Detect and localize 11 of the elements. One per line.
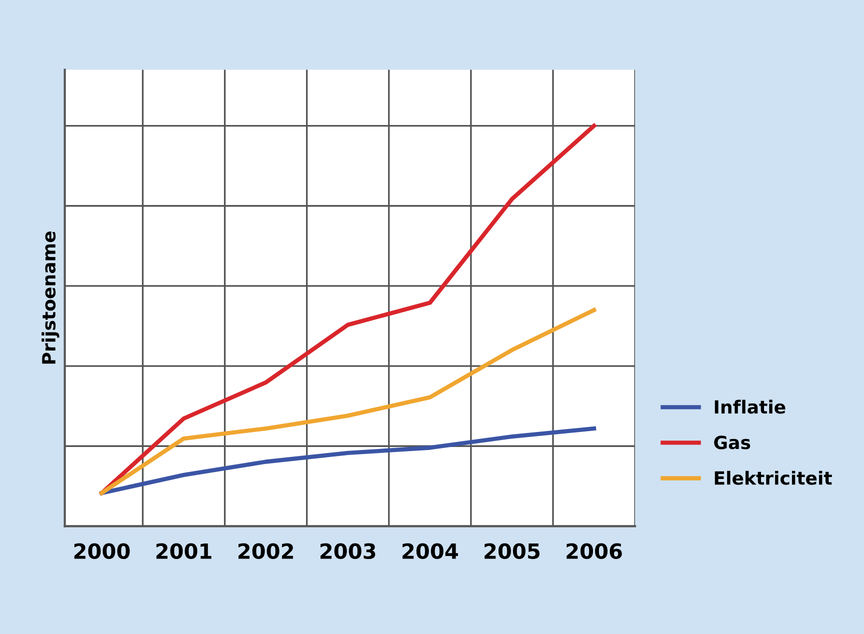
x-tick-label: 2001 (156, 543, 212, 560)
y-axis-title: Prijstoename (42, 232, 60, 364)
x-tick-label: 2000 (74, 543, 130, 560)
x-tick-label: 2004 (402, 543, 458, 560)
legend-label: Elektriciteit (714, 470, 832, 485)
x-tick-label: 2005 (484, 543, 540, 560)
x-tick-label: 2002 (238, 543, 293, 560)
x-tick-label: 2006 (566, 543, 622, 560)
x-tick-label: 2003 (320, 543, 376, 560)
legend-label: Gas (714, 436, 750, 450)
legend-label: Inflatie (714, 400, 786, 414)
